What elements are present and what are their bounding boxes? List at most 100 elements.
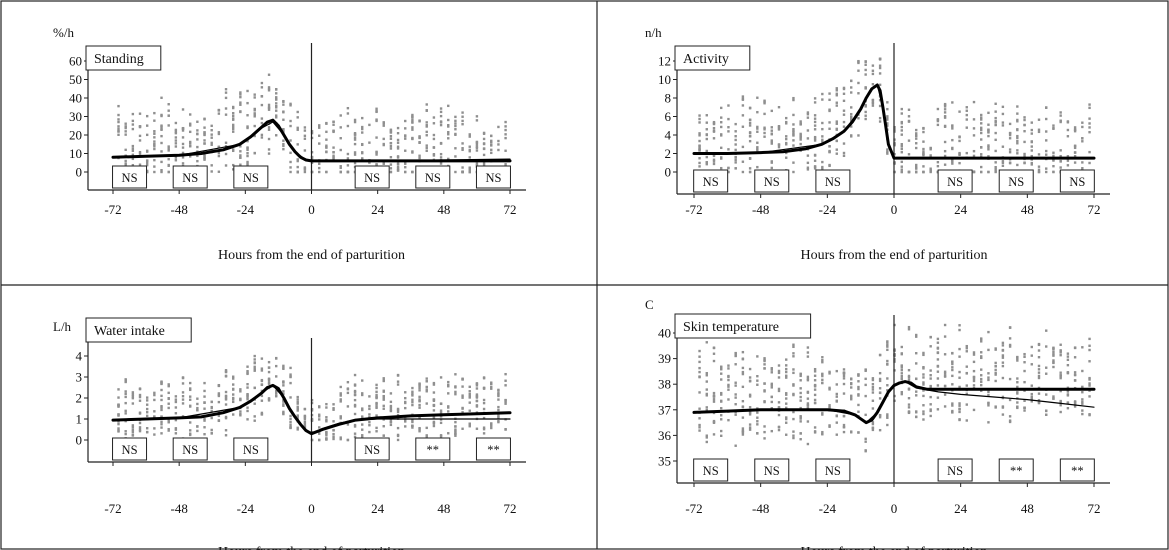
raw-data-dot (806, 116, 810, 119)
raw-data-dot (712, 130, 716, 133)
raw-data-dot (777, 128, 781, 131)
raw-data-dot (864, 63, 867, 66)
raw-data-dot (756, 127, 759, 130)
raw-data-dot (439, 156, 443, 159)
raw-data-dot (864, 105, 867, 108)
raw-data-dot (425, 149, 428, 153)
raw-data-dot (232, 400, 235, 404)
raw-data-dot (929, 168, 932, 172)
raw-data-dot (224, 369, 228, 372)
raw-data-dot (1037, 170, 1041, 174)
raw-data-dot (994, 371, 997, 375)
raw-data-dot (835, 152, 838, 155)
raw-data-dot (461, 378, 464, 381)
raw-data-dot (361, 434, 364, 437)
raw-data-dot (994, 161, 997, 164)
raw-data-dot (275, 364, 278, 368)
raw-data-dot (1023, 355, 1026, 359)
raw-data-dot (124, 126, 127, 130)
panel-3-significance-badge (475, 437, 511, 461)
raw-data-dot (958, 404, 961, 407)
raw-data-dot (260, 357, 264, 360)
raw-data-dot (821, 121, 824, 125)
raw-data-dot (418, 406, 421, 409)
raw-data-dot (980, 122, 983, 125)
panel-2-significance-label: NS (764, 175, 780, 189)
raw-data-dot (763, 135, 766, 138)
raw-data-dot (396, 438, 400, 442)
raw-data-dot (741, 405, 745, 409)
panel-4-significance-label: ** (1010, 464, 1023, 478)
raw-data-dot (871, 72, 875, 76)
raw-data-dot (181, 402, 185, 405)
raw-data-dot (727, 364, 730, 367)
panel-3-significance-label: NS (243, 443, 259, 457)
raw-data-dot (792, 161, 795, 164)
raw-data-dot (922, 353, 925, 357)
raw-data-dot (842, 142, 846, 145)
raw-data-dot (124, 409, 127, 413)
raw-data-dot (1016, 142, 1019, 145)
raw-data-dot (167, 145, 170, 148)
raw-data-dot (131, 428, 135, 432)
raw-data-dot (275, 98, 278, 101)
raw-data-dot (929, 384, 932, 388)
raw-data-dot (980, 356, 983, 360)
raw-data-dot (857, 394, 860, 397)
raw-data-dot (972, 118, 976, 121)
raw-data-dot (396, 165, 400, 169)
raw-data-dot (210, 428, 213, 432)
raw-data-dot (965, 126, 968, 129)
raw-data-dot (282, 111, 285, 114)
raw-data-dot (203, 142, 206, 145)
raw-data-dot (318, 166, 321, 170)
raw-data-dot (698, 360, 701, 364)
raw-data-dot (943, 323, 947, 327)
raw-data-dot (785, 421, 788, 424)
raw-data-dot (325, 130, 328, 134)
panel-2-significance-badge (998, 169, 1034, 193)
raw-data-dot (821, 160, 824, 164)
raw-data-dot (425, 130, 428, 134)
raw-data-dot (396, 383, 400, 386)
raw-data-dot (138, 429, 142, 433)
raw-data-dot (712, 162, 716, 166)
raw-data-dot (346, 423, 350, 426)
raw-data-dot (389, 141, 393, 145)
raw-data-dot (339, 392, 342, 395)
panel-2-x-tick-label: 72 (1088, 202, 1101, 217)
raw-data-dot (835, 148, 838, 151)
raw-data-dot (1081, 167, 1084, 170)
raw-data-dot (1023, 152, 1026, 156)
raw-data-dot (698, 114, 701, 117)
raw-data-dot (239, 103, 242, 106)
raw-data-dot (734, 393, 737, 396)
raw-data-dot (842, 92, 846, 95)
raw-data-dot (468, 150, 471, 153)
raw-data-dot (799, 416, 802, 419)
raw-data-dot (296, 428, 299, 431)
raw-data-dot (167, 418, 170, 422)
raw-data-dot (958, 385, 961, 389)
raw-data-dot (958, 324, 961, 327)
raw-data-dot (698, 429, 701, 432)
raw-data-dot (1001, 405, 1005, 408)
raw-data-dot (1081, 412, 1084, 416)
raw-data-dot (418, 395, 421, 399)
raw-data-dot (353, 398, 357, 402)
raw-data-dot (1008, 137, 1012, 140)
raw-data-dot (763, 102, 766, 105)
panel-2-x-label: Hours from the end of parturition (800, 248, 987, 263)
raw-data-dot (835, 395, 838, 398)
raw-data-dot (915, 362, 918, 365)
raw-data-dot (915, 377, 918, 380)
raw-data-dot (705, 408, 708, 412)
raw-data-dot (1081, 140, 1084, 143)
raw-data-dot (756, 420, 759, 423)
raw-data-dot (375, 163, 378, 166)
panel-1-series-thin (112, 121, 511, 162)
raw-data-dot (994, 373, 997, 376)
raw-data-dot (828, 370, 831, 374)
raw-data-dot (490, 148, 493, 152)
raw-data-dot (153, 415, 156, 418)
